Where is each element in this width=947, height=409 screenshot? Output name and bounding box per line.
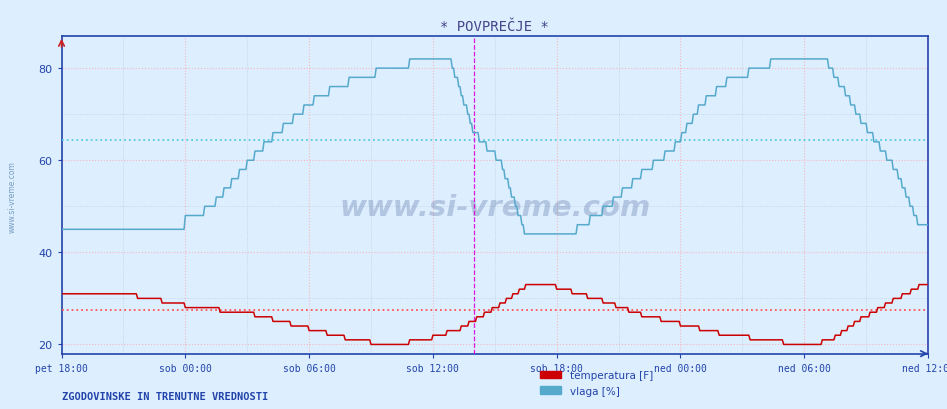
Title: * POVPREČJE *: * POVPREČJE * bbox=[440, 20, 549, 34]
Text: www.si-vreme.com: www.si-vreme.com bbox=[8, 160, 17, 232]
Legend: temperatura [F], vlaga [%]: temperatura [F], vlaga [%] bbox=[536, 366, 657, 400]
Text: ZGODOVINSKE IN TRENUTNE VREDNOSTI: ZGODOVINSKE IN TRENUTNE VREDNOSTI bbox=[62, 391, 268, 401]
Text: www.si-vreme.com: www.si-vreme.com bbox=[339, 194, 651, 222]
